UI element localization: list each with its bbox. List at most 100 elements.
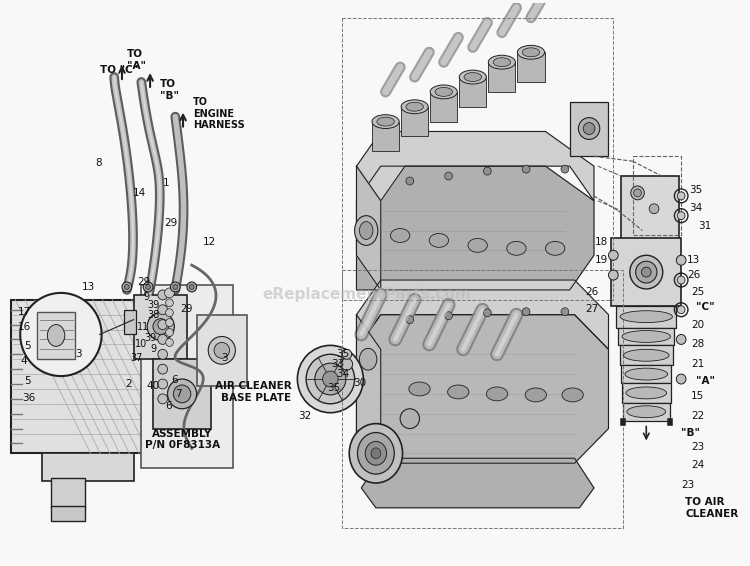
Text: 3: 3 [76,349,82,359]
Ellipse shape [406,102,424,111]
Ellipse shape [322,371,338,387]
Bar [124,310,136,335]
Ellipse shape [435,87,452,96]
Circle shape [342,349,352,359]
Circle shape [676,335,686,344]
Text: 34: 34 [337,369,350,379]
Circle shape [677,276,685,284]
Text: 3: 3 [220,353,227,363]
Ellipse shape [620,311,673,323]
Text: 27: 27 [586,304,598,314]
Text: 36: 36 [22,393,35,403]
Text: 30: 30 [353,378,367,388]
Text: AIR CLEANER
BASE PLATE: AIR CLEANER BASE PLATE [214,381,292,403]
Text: 16: 16 [17,321,31,332]
Polygon shape [356,131,594,201]
Circle shape [166,328,173,336]
Text: 39: 39 [144,333,156,344]
Text: 23: 23 [681,480,694,490]
Circle shape [608,250,618,260]
Ellipse shape [525,388,547,402]
Bar [616,306,676,328]
Ellipse shape [306,354,355,404]
Circle shape [158,364,167,374]
Text: 29: 29 [181,304,193,314]
Ellipse shape [635,261,657,283]
Circle shape [189,285,194,289]
Ellipse shape [641,267,651,277]
Ellipse shape [214,342,230,358]
Circle shape [166,299,173,307]
Text: TO "C": TO "C" [100,65,138,75]
Text: 21: 21 [691,359,704,369]
Text: 23: 23 [691,443,704,452]
Ellipse shape [372,115,399,128]
Text: 9: 9 [150,344,156,354]
Circle shape [650,204,659,214]
Text: 38: 38 [147,310,159,320]
Circle shape [677,306,685,314]
Ellipse shape [430,85,457,99]
Text: eReplacementParts.com: eReplacementParts.com [262,288,470,302]
Polygon shape [356,315,608,463]
Ellipse shape [562,388,584,402]
Circle shape [172,285,178,289]
Text: 17: 17 [17,307,31,317]
Circle shape [445,312,452,320]
Ellipse shape [627,406,666,418]
Text: "B": "B" [681,428,700,439]
Bar [134,295,187,359]
Circle shape [561,165,568,173]
Ellipse shape [358,432,395,474]
Circle shape [406,316,414,324]
Ellipse shape [209,336,236,364]
Text: 26: 26 [586,287,598,297]
Bar [51,478,86,508]
Ellipse shape [459,70,486,84]
Circle shape [124,285,129,289]
Circle shape [608,270,618,280]
Text: 12: 12 [202,237,216,247]
Text: 26: 26 [687,270,700,280]
Ellipse shape [507,242,526,255]
Circle shape [122,282,132,292]
Polygon shape [518,52,544,82]
Text: 20: 20 [691,320,704,329]
Text: 31: 31 [698,221,712,230]
Ellipse shape [147,312,174,340]
Polygon shape [372,122,399,151]
Circle shape [677,192,685,200]
Bar [51,506,86,521]
Polygon shape [362,458,594,508]
Text: 33: 33 [331,359,344,369]
Circle shape [158,379,167,389]
Ellipse shape [545,242,565,255]
Ellipse shape [153,319,169,335]
Ellipse shape [355,216,378,246]
Text: 7: 7 [176,389,182,399]
Ellipse shape [464,72,482,82]
Text: 39: 39 [147,300,159,310]
Text: 8: 8 [95,158,102,168]
Ellipse shape [359,348,376,370]
Text: "C": "C" [696,302,714,312]
Circle shape [158,335,167,344]
Ellipse shape [494,58,511,67]
Ellipse shape [173,385,190,403]
Circle shape [561,308,568,316]
Circle shape [634,189,641,197]
Bar [37,312,76,359]
Ellipse shape [371,448,381,459]
Bar [611,238,681,306]
Text: TO
"A": TO "A" [127,49,146,71]
Circle shape [166,319,173,327]
Circle shape [484,167,491,175]
Bar [153,359,212,428]
Circle shape [522,308,530,316]
Text: 22: 22 [691,411,704,421]
Ellipse shape [468,238,488,252]
Ellipse shape [584,123,595,135]
Text: 19: 19 [596,255,608,265]
Ellipse shape [315,363,346,395]
Circle shape [484,308,491,316]
